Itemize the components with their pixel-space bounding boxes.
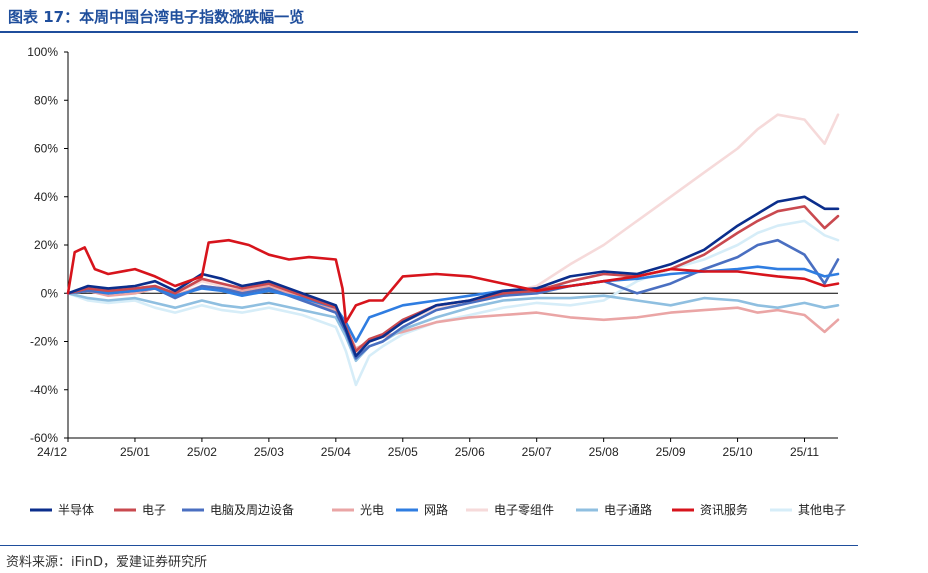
legend-label: 半导体 (58, 503, 94, 517)
y-tick-label: -20% (30, 335, 58, 349)
footer-rule (0, 545, 858, 546)
legend-label: 电子通路 (604, 502, 652, 517)
series-line-0 (66, 195, 840, 358)
line-chart: -60% -40% -20% 0% 20% 40% 60% 80% 100% 24/12 25/01… (27, 45, 846, 517)
series-line-1 (66, 205, 840, 353)
y-tick-label: -40% (30, 383, 58, 397)
legend-label: 其他电子 (798, 503, 846, 517)
chart-title: 图表 17：本周中国台湾电子指数涨跌幅一览 (8, 8, 305, 26)
series-line-4 (66, 265, 840, 343)
x-tick-label: 25/10 (723, 445, 753, 459)
y-tick-label: 0% (41, 286, 59, 300)
title-rule (0, 31, 858, 33)
legend-label: 光电 (360, 503, 384, 517)
x-tick-label: 25/06 (455, 445, 485, 459)
series-line-2 (66, 238, 840, 360)
legend-label: 资讯服务 (700, 502, 748, 517)
y-tick-label: 20% (34, 238, 58, 252)
axes-layer: -60% -40% -20% 0% 20% 40% 60% 80% 100% 24/12 25/01… (27, 45, 838, 459)
source-note: 资料来源：iFinD，爱建证券研究所 (6, 555, 208, 570)
series-line-8 (66, 219, 840, 387)
legend-label: 电子 (142, 503, 166, 517)
x-tick-label: 25/07 (522, 445, 552, 459)
legend-label: 电子零组件 (494, 503, 554, 517)
x-tick-label: 25/08 (589, 445, 619, 459)
series-layer (66, 113, 840, 387)
legend: 半导体 电子 电脑及周边设备 光电 网路 电子零组件 电子通路 资讯服务 其他电子 (30, 502, 846, 517)
x-tick-label: 25/04 (321, 445, 351, 459)
x-tick-label: 24/12 (37, 445, 67, 459)
legend-label: 网路 (424, 502, 448, 517)
series-line-7 (66, 238, 840, 324)
legend-label: 电脑及周边设备 (210, 503, 294, 517)
x-tick-label: 25/09 (656, 445, 686, 459)
y-tick-label: 80% (34, 93, 58, 107)
x-tick-label: 25/03 (254, 445, 284, 459)
y-tick-label: -60% (30, 431, 58, 445)
x-tick-label: 25/05 (388, 445, 418, 459)
y-tick-label: 100% (27, 45, 58, 59)
x-tick-label: 25/01 (120, 445, 150, 459)
y-tick-label: 60% (34, 142, 58, 156)
y-tick-label: 40% (34, 190, 58, 204)
x-tick-label: 25/11 (790, 445, 819, 459)
x-tick-label: 25/02 (187, 445, 217, 459)
